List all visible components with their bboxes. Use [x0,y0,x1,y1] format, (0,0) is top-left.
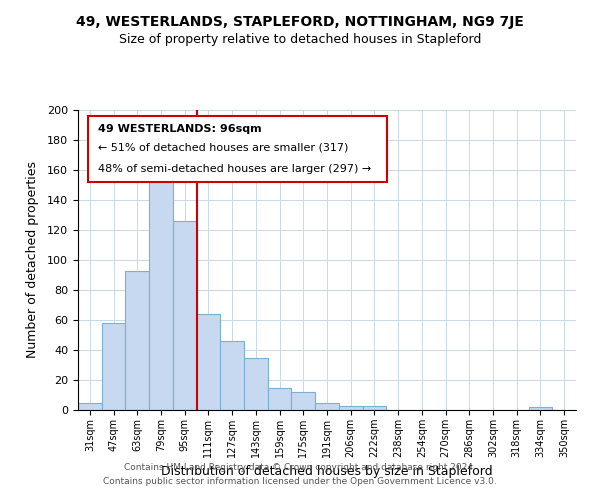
Text: ← 51% of detached houses are smaller (317): ← 51% of detached houses are smaller (31… [98,142,348,152]
Bar [220,341,244,410]
Text: Contains HM Land Registry data © Crown copyright and database right 2024.: Contains HM Land Registry data © Crown c… [124,464,476,472]
Bar [529,407,552,410]
Bar [125,270,149,410]
Bar [197,314,220,410]
Text: Contains public sector information licensed under the Open Government Licence v3: Contains public sector information licen… [103,477,497,486]
Text: Size of property relative to detached houses in Stapleford: Size of property relative to detached ho… [119,32,481,46]
Bar [173,221,197,410]
Y-axis label: Number of detached properties: Number of detached properties [26,162,39,358]
Text: 48% of semi-detached houses are larger (297) →: 48% of semi-detached houses are larger (… [98,164,371,173]
Bar [244,358,268,410]
Bar [315,402,339,410]
Text: 49 WESTERLANDS: 96sqm: 49 WESTERLANDS: 96sqm [98,124,262,134]
Bar [149,170,173,410]
X-axis label: Distribution of detached houses by size in Stapleford: Distribution of detached houses by size … [161,466,493,478]
Bar [268,388,292,410]
Bar [292,392,315,410]
Text: 49, WESTERLANDS, STAPLEFORD, NOTTINGHAM, NG9 7JE: 49, WESTERLANDS, STAPLEFORD, NOTTINGHAM,… [76,15,524,29]
Bar [362,406,386,410]
Bar [102,323,125,410]
Bar [339,406,362,410]
Bar [78,402,102,410]
FancyBboxPatch shape [88,116,387,182]
